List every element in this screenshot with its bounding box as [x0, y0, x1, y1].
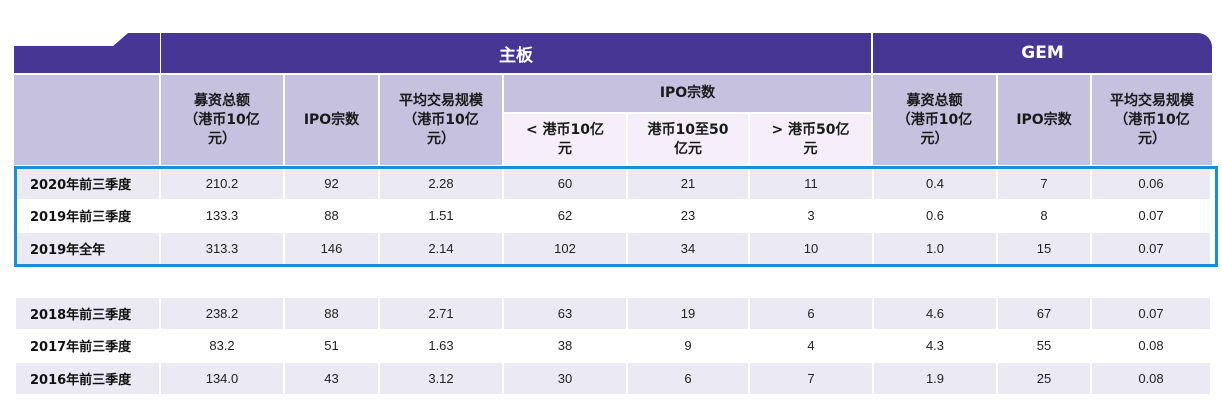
table-cell: 1.51	[380, 200, 502, 231]
row-label: 2017年前三季度	[16, 330, 159, 361]
table-cell: 10	[750, 233, 872, 264]
table-cell: 0.08	[1092, 363, 1210, 394]
corner-tab	[112, 33, 160, 47]
table-cell: 15	[998, 233, 1090, 264]
table-cell: 7	[750, 363, 872, 394]
table-cell: 34	[628, 233, 748, 264]
corner-header	[14, 46, 160, 73]
table-cell: 2.28	[380, 168, 502, 199]
row-label-header	[14, 75, 159, 165]
table-cell: 0.4	[874, 168, 996, 199]
table-cell: 92	[285, 168, 378, 199]
table-cell: 25	[998, 363, 1090, 394]
table-cell: 60	[504, 168, 626, 199]
table-cell: 19	[628, 298, 748, 329]
col-gem-funds: 募资总额（港币10亿元）	[873, 75, 996, 165]
table-cell: 67	[998, 298, 1090, 329]
col-main-funds: 募资总额（港币10亿元）	[161, 75, 283, 165]
row-label: 2020年前三季度	[16, 168, 159, 199]
table-cell: 7	[998, 168, 1090, 199]
table-cell: 83.2	[161, 330, 283, 361]
table-cell: 1.63	[380, 330, 502, 361]
table-cell: 88	[285, 298, 378, 329]
table-cell: 0.07	[1092, 200, 1210, 231]
table-cell: 51	[285, 330, 378, 361]
col-main-ipo-count: IPO宗数	[285, 75, 378, 165]
table-cell: 21	[628, 168, 748, 199]
col-main-ipo-group: IPO宗数	[504, 75, 871, 112]
col-sub-lt10: < 港币10亿元	[504, 114, 626, 165]
table-cell: 0.06	[1092, 168, 1210, 199]
table-cell: 0.07	[1092, 233, 1210, 264]
table-cell: 210.2	[161, 168, 283, 199]
col-sub-gt50: > 港币50亿元	[750, 114, 871, 165]
table-cell: 88	[285, 200, 378, 231]
col-main-avg-size: 平均交易规模（港币10亿元）	[380, 75, 502, 165]
table-cell: 3	[750, 200, 872, 231]
table-cell: 23	[628, 200, 748, 231]
table-cell: 63	[504, 298, 626, 329]
table-cell: 134.0	[161, 363, 283, 394]
table-cell: 6	[628, 363, 748, 394]
table-cell: 6	[750, 298, 872, 329]
main-board-header: 主板	[161, 33, 871, 73]
table-cell: 0.07	[1092, 298, 1210, 329]
table-cell: 2.14	[380, 233, 502, 264]
row-label: 2016年前三季度	[16, 363, 159, 394]
table-cell: 1.9	[874, 363, 996, 394]
table-cell: 0.6	[874, 200, 996, 231]
table-cell: 133.3	[161, 200, 283, 231]
table-cell: 313.3	[161, 233, 283, 264]
table-cell: 102	[504, 233, 626, 264]
table-cell: 30	[504, 363, 626, 394]
table-cell: 238.2	[161, 298, 283, 329]
table-cell: 2.71	[380, 298, 502, 329]
table-cell: 11	[750, 168, 872, 199]
table-cell: 4.3	[874, 330, 996, 361]
table-cell: 146	[285, 233, 378, 264]
table-cell: 3.12	[380, 363, 502, 394]
col-gem-ipo-count: IPO宗数	[998, 75, 1090, 165]
table-cell: 62	[504, 200, 626, 231]
col-gem-avg-size: 平均交易规模（港币10亿元）	[1092, 75, 1212, 165]
table-cell: 0.08	[1092, 330, 1210, 361]
table-cell: 1.0	[874, 233, 996, 264]
table-cell: 43	[285, 363, 378, 394]
table-cell: 8	[998, 200, 1090, 231]
gem-header: GEM	[873, 33, 1212, 73]
table-cell: 4.6	[874, 298, 996, 329]
table-cell: 38	[504, 330, 626, 361]
col-sub-10to50: 港币10至50亿元	[628, 114, 748, 165]
table-cell: 4	[750, 330, 872, 361]
row-label: 2019年前三季度	[16, 200, 159, 231]
table-cell: 55	[998, 330, 1090, 361]
row-label: 2019年全年	[16, 233, 159, 264]
table-cell: 9	[628, 330, 748, 361]
row-label: 2018年前三季度	[16, 298, 159, 329]
